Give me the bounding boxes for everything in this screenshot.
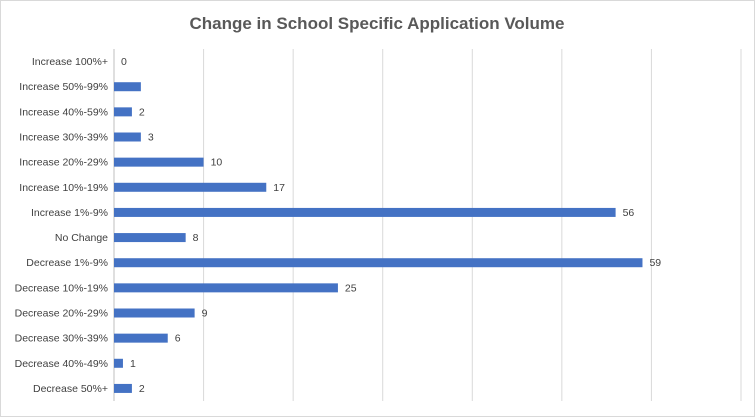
bar bbox=[114, 383, 132, 393]
data-label: 59 bbox=[649, 257, 661, 269]
category-label: Decrease 1%-9% bbox=[26, 257, 108, 269]
category-label: Decrease 30%-39% bbox=[15, 333, 108, 345]
gridlines bbox=[113, 49, 742, 401]
bar bbox=[114, 82, 141, 92]
bar bbox=[114, 107, 132, 117]
data-label: 3 bbox=[148, 132, 154, 144]
category-label: No Change bbox=[55, 232, 108, 244]
category-label: Increase 50%-99% bbox=[19, 81, 108, 93]
data-label: 6 bbox=[175, 333, 181, 345]
bar bbox=[114, 333, 168, 343]
category-label: Increase 1%-9% bbox=[31, 207, 108, 219]
category-label: Increase 10%-19% bbox=[19, 182, 108, 194]
chart-title: Change in School Specific Application Vo… bbox=[190, 14, 565, 33]
bar bbox=[114, 358, 123, 368]
bar bbox=[114, 182, 267, 192]
data-label: 17 bbox=[273, 182, 285, 194]
category-label: Increase 30%-39% bbox=[19, 132, 108, 144]
category-label: Decrease 20%-29% bbox=[15, 308, 108, 320]
data-label: 10 bbox=[211, 157, 223, 169]
category-label: Decrease 10%-19% bbox=[15, 282, 108, 294]
category-label: Increase 20%-29% bbox=[19, 157, 108, 169]
data-label: 8 bbox=[193, 232, 199, 244]
data-label: 9 bbox=[202, 308, 208, 320]
category-label: Increase 40%-59% bbox=[19, 106, 108, 118]
bars bbox=[114, 82, 643, 393]
bar bbox=[114, 258, 643, 268]
bar bbox=[114, 207, 616, 217]
bar bbox=[114, 283, 338, 293]
bar bbox=[114, 233, 186, 243]
category-labels: Increase 100%+ Increase 50%-99% Increase 4… bbox=[15, 56, 109, 395]
category-label: Decrease 50%+ bbox=[33, 383, 108, 395]
category-label: Decrease 40%-49% bbox=[15, 358, 108, 370]
category-label: Increase 100%+ bbox=[32, 56, 108, 68]
data-label: 2 bbox=[139, 383, 145, 395]
data-labels: 0 2 3 10 17 56 8 59 25 9 6 1 2 bbox=[121, 56, 661, 395]
bar bbox=[114, 157, 204, 167]
data-label: 1 bbox=[130, 358, 136, 370]
bar bbox=[114, 308, 195, 318]
bar bbox=[114, 132, 141, 142]
data-label: 56 bbox=[623, 207, 635, 219]
data-label: 2 bbox=[139, 106, 145, 118]
data-label: 25 bbox=[345, 282, 357, 294]
data-label: 0 bbox=[121, 56, 127, 68]
